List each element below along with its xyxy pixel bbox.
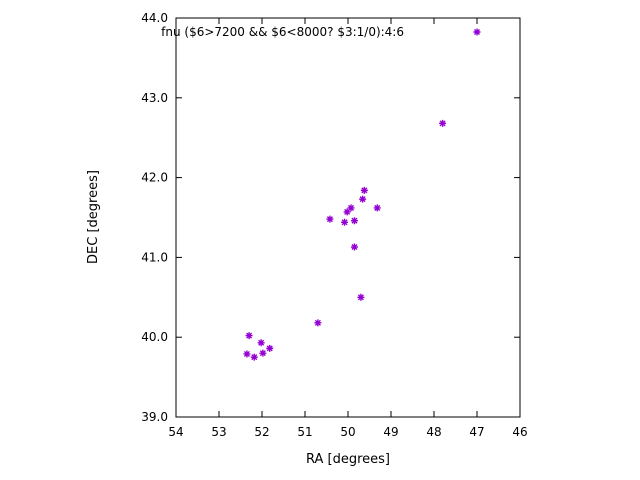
- data-point-marker: [243, 350, 251, 358]
- data-point-marker: [347, 204, 355, 212]
- legend-marker-sample: [473, 28, 481, 36]
- data-point-marker: [473, 28, 481, 36]
- x-tick-label: 48: [426, 425, 441, 439]
- data-point-marker: [357, 293, 365, 301]
- legend-label: fnu ($6>7200 && $6<8000? $3:1/0):4:6: [161, 25, 404, 39]
- x-tick-label: 49: [383, 425, 398, 439]
- x-tick-label: 52: [254, 425, 269, 439]
- data-point-marker: [326, 215, 334, 223]
- x-tick-label: 54: [168, 425, 183, 439]
- data-point-marker: [245, 332, 253, 340]
- data-point-marker: [439, 119, 447, 127]
- data-point-marker: [266, 344, 274, 352]
- data-point-marker: [360, 186, 368, 194]
- x-tick-label: 47: [469, 425, 484, 439]
- x-tick-label: 53: [211, 425, 226, 439]
- y-tick-label: 42.0: [141, 171, 168, 185]
- data-point-marker: [314, 319, 322, 327]
- data-point-marker: [257, 339, 265, 347]
- data-points-layer: [243, 119, 447, 361]
- data-point-marker: [359, 195, 367, 203]
- x-axis-title: RA [degrees]: [306, 452, 390, 467]
- y-tick-label: 41.0: [141, 250, 168, 264]
- data-point-marker: [350, 243, 358, 251]
- data-point-marker: [250, 353, 258, 361]
- x-tick-label: 46: [512, 425, 527, 439]
- data-point-marker: [259, 349, 267, 357]
- y-tick-label: 40.0: [141, 330, 168, 344]
- x-tick-label: 50: [340, 425, 355, 439]
- data-point-marker: [341, 218, 349, 226]
- y-tick-label: 43.0: [141, 91, 168, 105]
- plot-border: [175, 17, 521, 418]
- y-tick-label: 44.0: [141, 11, 168, 25]
- data-point-marker: [343, 208, 351, 216]
- data-point-marker: [373, 204, 381, 212]
- y-axis-title: DEC [degrees]: [86, 170, 101, 264]
- x-tick-label: 51: [297, 425, 312, 439]
- y-tick-label: 39.0: [141, 410, 168, 424]
- data-point-marker: [350, 217, 358, 225]
- plot-axes: 54 53 52 51 50 49 48 47 46 39.0 40.0 41.0 42.0 43.0 44…: [141, 11, 527, 439]
